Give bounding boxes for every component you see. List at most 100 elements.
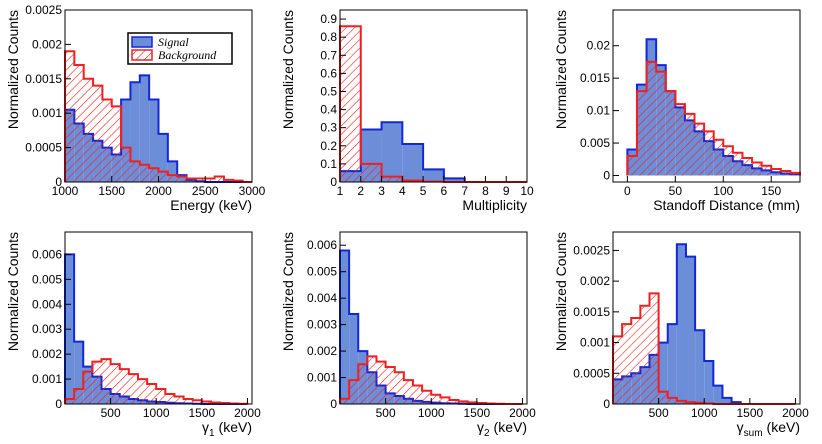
- bar: [752, 162, 762, 176]
- bar: [111, 106, 122, 182]
- y-tick-label: 0.001: [307, 371, 337, 385]
- y-tick-label: 0.6: [320, 66, 337, 80]
- bar: [130, 161, 140, 182]
- bar: [201, 401, 211, 404]
- bar: [121, 147, 131, 182]
- bar: [367, 356, 377, 404]
- step-outline: [626, 60, 801, 176]
- x-tick-label: 50: [669, 184, 683, 198]
- y-axis-label: Normalized Counts: [553, 232, 569, 351]
- bar: [656, 71, 666, 176]
- bar: [130, 82, 140, 182]
- bar: [158, 171, 168, 182]
- bar: [704, 131, 714, 176]
- bar: [149, 168, 159, 182]
- bar: [732, 152, 743, 176]
- bar: [167, 161, 178, 182]
- bar: [658, 342, 668, 404]
- bar: [631, 318, 641, 404]
- x-tick-label: 0: [624, 184, 631, 198]
- y-tick-label: 0: [55, 175, 62, 189]
- y-tick-label: 0.1: [320, 157, 337, 171]
- y-tick-label: 0.006: [307, 238, 337, 252]
- x-tick-label: 500: [101, 406, 121, 420]
- bar: [195, 178, 206, 182]
- bar: [722, 397, 732, 404]
- bar: [640, 305, 650, 404]
- bar: [205, 178, 215, 182]
- bar: [158, 133, 168, 182]
- x-tick-label: 9: [503, 184, 510, 198]
- bar: [360, 163, 382, 182]
- bar: [358, 364, 368, 404]
- plot-frame: [612, 231, 801, 405]
- bar: [713, 385, 723, 404]
- x-axis-label: γ1 (keV): [202, 419, 252, 439]
- y-tick-label: 0.9: [320, 12, 337, 26]
- bar: [376, 361, 386, 404]
- y-tick-label: 0.003: [32, 322, 62, 336]
- y-tick-label: 0.005: [32, 272, 62, 286]
- bar: [121, 99, 131, 182]
- x-label-unit: (keV): [494, 419, 527, 435]
- y-tick-label: 0.0015: [25, 72, 62, 86]
- panel: 0 0.1 0.2 0.3 0.4 0.5 0.6 0.7 0.8 0.9 1 2 3 4 5 6 7 8 9 10 N…: [280, 9, 534, 213]
- legend-swatch: [131, 36, 153, 48]
- bar: [440, 397, 450, 404]
- bar: [622, 324, 632, 404]
- bar: [74, 389, 84, 404]
- x-label-subscript: sum: [744, 428, 763, 439]
- x-tick-label: 1000: [418, 406, 445, 420]
- x-tick-label: 100: [713, 184, 733, 198]
- bar: [780, 170, 791, 176]
- y-tick-label: 0.7: [320, 48, 337, 62]
- x-label-symbol: γ: [477, 419, 484, 435]
- y-tick-label: 0.004: [307, 291, 337, 305]
- bar: [665, 91, 676, 176]
- bar: [340, 398, 350, 404]
- x-tick-label: 2000: [145, 184, 172, 198]
- bar: [761, 165, 772, 176]
- y-tick-label: 0.0005: [25, 141, 62, 155]
- legend-label: Signal: [158, 35, 189, 49]
- bar: [423, 169, 444, 182]
- bar: [771, 169, 781, 176]
- bar: [147, 384, 157, 404]
- bar: [156, 389, 166, 404]
- x-tick-label: 2000: [509, 406, 536, 420]
- bar: [74, 341, 84, 404]
- bar: [394, 372, 404, 404]
- y-tick-label: 0: [330, 397, 337, 411]
- plot-frame: [339, 9, 528, 183]
- y-tick-label: 0.003: [307, 318, 337, 332]
- y-tick-label: 0.001: [32, 106, 62, 120]
- bar: [149, 99, 159, 182]
- y-tick-label: 0.0025: [573, 243, 610, 257]
- y-tick-label: 0: [603, 397, 610, 411]
- y-axis-label: Normalized Counts: [280, 232, 296, 351]
- bar: [667, 397, 677, 404]
- bar: [627, 156, 637, 176]
- x-tick-label: 500: [376, 406, 396, 420]
- bar: [65, 399, 75, 404]
- bar: [102, 99, 112, 182]
- x-tick-label: 1000: [52, 184, 79, 198]
- x-axis-label: γsum (keV): [737, 419, 800, 439]
- x-tick-label: 1: [337, 184, 344, 198]
- bar: [101, 359, 111, 404]
- bar: [139, 164, 150, 182]
- bar: [65, 51, 75, 182]
- bar: [723, 146, 733, 176]
- y-axis-label: Normalized Counts: [5, 10, 21, 129]
- x-tick-label: 2500: [192, 184, 219, 198]
- bar: [742, 157, 753, 176]
- x-tick-label: 3000: [239, 184, 266, 198]
- bar: [636, 91, 647, 176]
- y-tick-label: 0: [330, 175, 337, 189]
- bar: [402, 143, 424, 182]
- bar: [119, 369, 129, 404]
- bar: [340, 250, 350, 404]
- y-axis-label: Normalized Counts: [553, 10, 569, 129]
